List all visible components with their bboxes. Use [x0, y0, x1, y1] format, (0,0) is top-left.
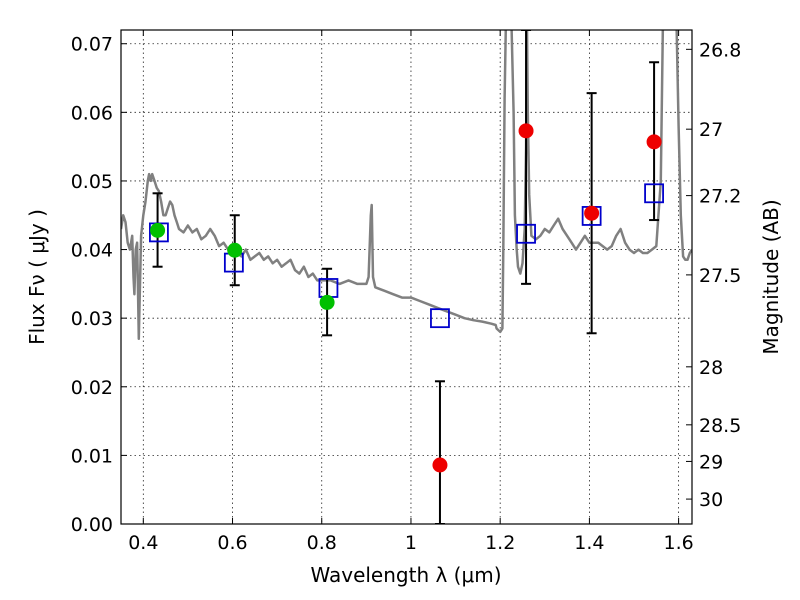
plot-frame — [120, 29, 693, 525]
x-tick-label: 1 — [405, 532, 417, 554]
y-axis-label: Flux Fν ( μJy ) — [25, 209, 49, 345]
data-marks — [149, 30, 664, 524]
observed-green-point — [227, 242, 243, 258]
observed-red-point — [646, 134, 662, 150]
y-tick-label: 0.06 — [71, 102, 113, 124]
y-tick-label: 0.02 — [71, 377, 113, 399]
y-tick-label: 0.04 — [71, 240, 113, 262]
model-spectrum-line — [121, 30, 692, 341]
observed-red-point — [584, 205, 600, 221]
x-axis-label: Wavelength λ (μm) — [310, 563, 501, 587]
y2-tick-label: 26.8 — [699, 39, 741, 61]
y2-tick-label: 28 — [699, 357, 723, 379]
model-square-point — [644, 183, 664, 204]
y2-tick-label: 27.2 — [699, 186, 741, 208]
grid-lines — [121, 30, 692, 525]
model-square-point — [516, 223, 536, 244]
x-tick-label: 0.8 — [307, 532, 337, 554]
x-tick-label: 1.4 — [574, 532, 604, 554]
y-tick-label: 0.01 — [71, 445, 113, 467]
y-tick-label: 0.05 — [71, 171, 113, 193]
y2-tick-label: 27 — [699, 119, 723, 141]
y2-axis-label: Magnitude (AB) — [759, 199, 783, 354]
y2-tick-label: 27.5 — [699, 265, 741, 287]
observed-red-point — [432, 457, 448, 473]
x-tick-label: 1.6 — [664, 532, 694, 554]
y2-tick-label: 29 — [699, 451, 723, 473]
y2-tick-label: 30 — [699, 489, 723, 511]
y-tick-label: 0.07 — [71, 34, 113, 56]
observed-green-point — [150, 222, 166, 238]
model-square-point — [430, 308, 450, 329]
x-tick-label: 0.6 — [217, 532, 247, 554]
y-tick-label: 0.00 — [71, 514, 113, 536]
y2-tick-label: 28.5 — [699, 415, 741, 437]
axis-ticks: 0.4 0.6 0.8 1 1.2 1.4 1.6 0.00 0.01 0.02 0.03 0.04 0… — [71, 30, 741, 554]
y-tick-label: 0.03 — [71, 308, 113, 330]
x-tick-label: 1.2 — [485, 532, 515, 554]
observed-green-point — [319, 294, 335, 310]
x-tick-label: 0.4 — [128, 532, 158, 554]
observed-red-point — [518, 123, 534, 139]
plot-area — [121, 30, 692, 341]
